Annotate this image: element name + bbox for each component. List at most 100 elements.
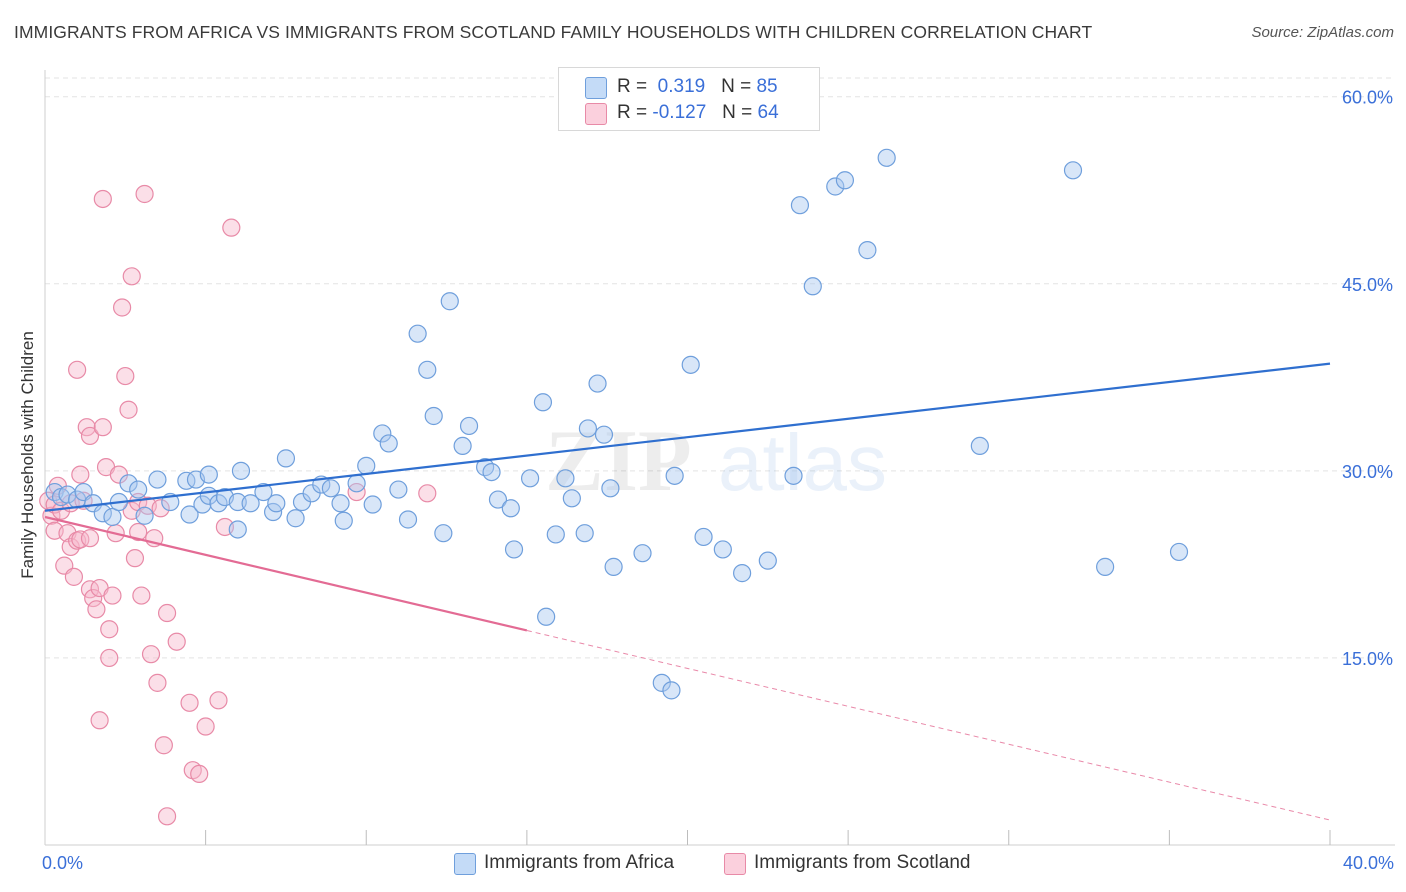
legend-text-africa: R = 0.319 N = 85 — [617, 76, 778, 97]
scotland-trend-line — [44, 515, 528, 632]
scotland-legend-swatch — [724, 853, 746, 875]
scotland-point — [100, 620, 119, 639]
africa-point — [546, 525, 565, 544]
africa-point — [556, 469, 575, 488]
africa-point — [276, 449, 296, 468]
africa-point — [241, 494, 260, 513]
africa-point — [148, 470, 167, 489]
x-tick-label-max: 40.0% — [1343, 853, 1394, 873]
africa-point — [665, 466, 684, 485]
scotland-point — [125, 549, 145, 568]
africa-point — [652, 673, 671, 692]
scotland-point — [157, 807, 177, 826]
africa-point — [601, 479, 620, 498]
africa-point — [970, 436, 989, 456]
scotland-point — [122, 267, 141, 286]
y-tick-labels: 15.0% 30.0% 45.0% 60.0% — [1342, 88, 1393, 669]
scotland-trend-extension — [526, 630, 1331, 821]
africa-point — [357, 456, 376, 475]
scotland-point — [93, 189, 112, 209]
africa-point — [334, 511, 353, 530]
africa-point — [363, 495, 382, 514]
africa-point — [504, 540, 524, 559]
africa-point — [373, 424, 392, 443]
africa-point — [228, 520, 247, 539]
africa-points — [45, 148, 1189, 700]
y-tick-label: 15.0% — [1342, 649, 1393, 669]
africa-point — [434, 524, 453, 543]
scotland-point — [180, 693, 199, 712]
africa-point — [533, 393, 553, 412]
africa-point — [488, 490, 508, 509]
africa-point — [177, 471, 196, 490]
africa-point — [389, 480, 408, 499]
africa-point — [633, 544, 652, 563]
africa-point — [267, 494, 286, 513]
scotland-point — [100, 648, 119, 668]
grid-lines — [44, 70, 1395, 846]
africa-point — [790, 196, 810, 215]
africa-point — [398, 510, 418, 529]
africa-point — [459, 416, 479, 436]
africa-point — [424, 406, 443, 426]
trend-lines — [44, 362, 1331, 821]
africa-point — [694, 527, 713, 547]
africa-point — [575, 524, 594, 543]
africa-point — [129, 480, 148, 499]
scotland-point — [132, 586, 151, 605]
africa-point — [135, 506, 154, 525]
africa-point — [286, 509, 305, 528]
africa-point — [537, 607, 556, 626]
y-tick-label: 45.0% — [1342, 275, 1393, 295]
correlation-legend: R = 0.319 N = 85 R = -0.127 N = 64 — [558, 67, 820, 131]
scotland-point — [154, 736, 173, 755]
africa-point — [594, 425, 614, 444]
africa-point — [228, 492, 247, 512]
scotland-legend-label: Immigrants from Scotland — [754, 852, 971, 873]
scotland-points — [39, 184, 437, 826]
africa-point — [858, 241, 877, 260]
africa-point — [662, 681, 681, 700]
africa-point — [733, 564, 752, 583]
africa-point — [321, 479, 341, 498]
chart-title: IMMIGRANTS FROM AFRICA VS IMMIGRANTS FRO… — [14, 22, 1093, 42]
scotland-point — [80, 529, 100, 548]
africa-point — [254, 482, 273, 502]
africa-point — [826, 177, 845, 196]
scotland-point — [129, 522, 148, 542]
y-tick-label: 60.0% — [1342, 88, 1393, 108]
scotland-point — [93, 418, 112, 437]
africa-point — [379, 434, 398, 453]
scotland-point — [119, 400, 138, 419]
africa-point — [453, 436, 472, 456]
africa-point — [1096, 557, 1115, 576]
scotland-point — [222, 218, 241, 237]
africa-point — [1063, 161, 1083, 180]
africa-point — [681, 355, 700, 374]
africa-point — [877, 148, 896, 167]
scotland-point — [196, 717, 215, 736]
scotland-point — [157, 603, 177, 623]
africa-point — [408, 324, 427, 343]
africa-point — [199, 465, 218, 484]
africa-point — [347, 474, 366, 493]
scotland-point — [141, 645, 161, 664]
africa-legend-swatch — [454, 853, 476, 875]
legend-text-scotland: R = -0.127 N = 64 — [617, 102, 779, 123]
scotland-point — [190, 764, 209, 784]
x-axis-ticks — [205, 830, 1331, 845]
africa-point — [418, 360, 437, 379]
africa-point — [562, 489, 581, 508]
scotland-point — [209, 691, 228, 710]
scotland-point — [116, 366, 135, 386]
scotland-point — [103, 586, 122, 605]
africa-point — [180, 505, 199, 524]
scotland-point — [148, 673, 167, 692]
scotland-point — [80, 426, 100, 446]
africa-point — [103, 507, 122, 527]
africa-trend-line — [44, 362, 1331, 512]
africa-point — [231, 461, 251, 480]
watermark-zip: ZIP — [545, 413, 692, 510]
africa-point — [588, 374, 607, 393]
